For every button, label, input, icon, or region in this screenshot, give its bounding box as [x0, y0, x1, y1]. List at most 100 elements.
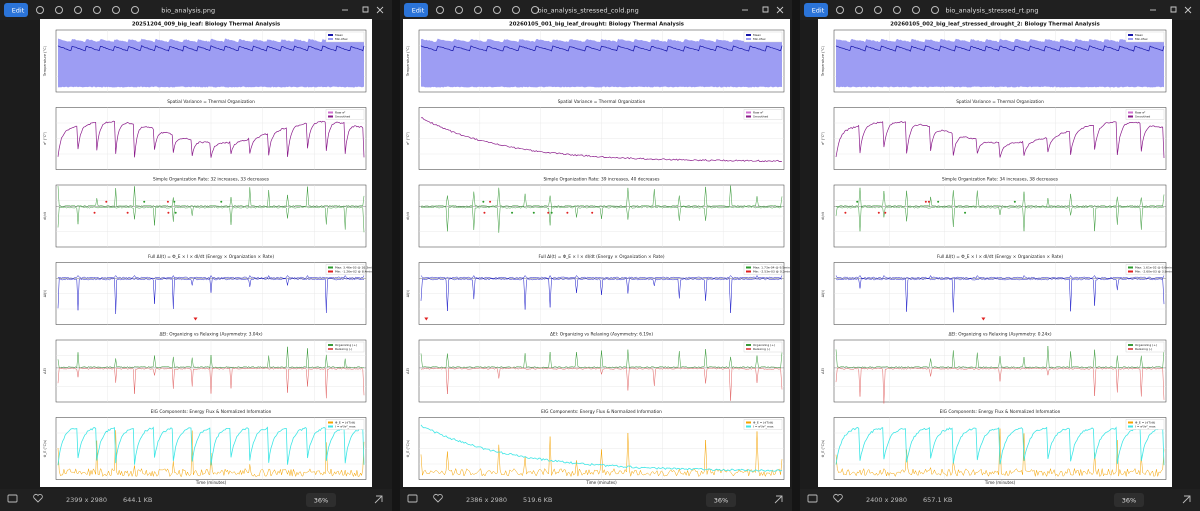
legend-swatch [328, 34, 333, 36]
zoom-box[interactable] [306, 493, 336, 507]
edit-button[interactable] [404, 3, 428, 17]
footer-icon[interactable] [7, 494, 18, 503]
signal-down [835, 206, 1165, 232]
legend-swatch [1128, 111, 1133, 114]
signal-up [835, 345, 1165, 369]
favorite-icon[interactable] [833, 493, 843, 503]
panel-title: Full ΔI(t) = Φ_E × I × dI/dt (Energy × O… [538, 254, 664, 260]
signal-down [57, 277, 365, 314]
event-dot [143, 200, 146, 203]
legend-label: Min-Max [1135, 37, 1148, 41]
x-axis-label: Time (minutes) [195, 480, 227, 485]
toolbar-icon[interactable] [931, 6, 939, 14]
event-dot [166, 200, 169, 203]
legend-label: Organizing (+) [1135, 343, 1157, 347]
signal-up [835, 187, 1165, 208]
event-dot [550, 211, 553, 214]
window-control[interactable] [376, 6, 384, 14]
event-dot [964, 211, 967, 214]
toolbar-icon[interactable] [112, 6, 120, 14]
y-axis-label: ΔEI [821, 368, 825, 374]
toolbar-icon[interactable] [893, 6, 901, 14]
toolbar-icon[interactable] [912, 6, 920, 14]
fullscreen-icon[interactable] [374, 495, 383, 504]
edit-button[interactable] [4, 3, 28, 17]
legend-box [1125, 341, 1165, 353]
legend-label: I = σ²/σ²_max [1135, 425, 1156, 429]
legend-label: Φ_E = (dT/dt) [753, 421, 773, 425]
favorite-icon[interactable] [33, 493, 43, 503]
toolbar-icon[interactable] [855, 6, 863, 14]
toolbar [0, 0, 392, 20]
fullscreen-icon[interactable] [774, 495, 783, 504]
toolbar-icon[interactable] [474, 6, 482, 14]
toolbar-icon[interactable] [493, 6, 501, 14]
event-dot [489, 200, 492, 203]
footer-icon[interactable] [407, 494, 418, 503]
legend-label: Min: -2.53e-03 @ 0.2min [753, 270, 790, 274]
edit-label[interactable]: Edit [412, 7, 425, 15]
zoom-level[interactable]: 36% [1122, 497, 1136, 505]
toolbar-icon[interactable] [93, 6, 101, 14]
variance-line [420, 117, 783, 163]
chart-title: 20260105_002_big_leaf_stressed_drought_2… [890, 22, 1099, 28]
favorite-icon[interactable] [433, 493, 443, 503]
toolbar-icon[interactable] [74, 6, 82, 14]
fullscreen-icon[interactable] [1182, 495, 1191, 504]
signal-up [420, 274, 783, 279]
variance-line [57, 120, 365, 158]
y-axis-label: ΔI(t) [406, 289, 410, 297]
window-control[interactable] [362, 6, 369, 13]
legend-box [1125, 31, 1165, 43]
legend-swatch [746, 421, 751, 424]
min-marker [981, 317, 986, 321]
filename: bio_analysis_stressed_cold.png [538, 7, 639, 15]
zoom-level[interactable]: 36% [314, 497, 328, 505]
legend-label: Min-Max [753, 37, 766, 41]
legend-swatch [1128, 348, 1133, 350]
toolbar-icon[interactable] [531, 6, 539, 14]
toolbar-icon[interactable] [55, 6, 63, 14]
footer-icon[interactable] [807, 494, 818, 503]
panel-title: EIG Components: Energy Flux & Normalized… [940, 409, 1061, 415]
toolbar-icon[interactable] [131, 6, 139, 14]
event-dot [924, 200, 927, 203]
legend-box [325, 31, 365, 43]
information-line [57, 426, 365, 466]
footer [400, 489, 792, 511]
edit-label[interactable]: Edit [812, 7, 825, 15]
toolbar-icon[interactable] [455, 6, 463, 14]
toolbar-icon[interactable] [36, 6, 44, 14]
legend-swatch [746, 115, 751, 118]
mean-line [420, 45, 783, 52]
edit-button[interactable] [804, 3, 828, 17]
legend-label: Smoothed [1135, 115, 1150, 119]
legend-swatch [1128, 270, 1133, 273]
zoom-box[interactable] [706, 493, 736, 507]
zoom-box[interactable] [1114, 493, 1144, 507]
footer [0, 489, 392, 511]
legend-label: Raw σ² [335, 111, 346, 115]
window-control[interactable] [776, 6, 784, 14]
legend-label: Mean [335, 33, 343, 37]
window-control[interactable] [762, 6, 769, 13]
legend-swatch [328, 348, 333, 350]
toolbar-icon[interactable] [836, 6, 844, 14]
energy-flux-line [835, 428, 1165, 478]
zoom-level[interactable]: 36% [714, 497, 728, 505]
signal-down [420, 278, 783, 313]
toolbar-icon[interactable] [436, 6, 444, 14]
image-area [818, 19, 1172, 487]
window-control[interactable] [1170, 6, 1177, 13]
toolbar-icon[interactable] [874, 6, 882, 14]
window-control[interactable] [1184, 6, 1192, 14]
event-dot [937, 200, 940, 203]
variance-line [835, 121, 1165, 159]
toolbar-icon[interactable] [512, 6, 520, 14]
legend-swatch [328, 115, 333, 118]
edit-label[interactable]: Edit [12, 7, 25, 15]
panel-title: Full ΔI(t) = Φ_E × I × dI/dt (Energy × O… [937, 254, 1063, 260]
event-dot [482, 200, 485, 203]
event-dot [105, 200, 108, 203]
legend-swatch [328, 425, 333, 428]
